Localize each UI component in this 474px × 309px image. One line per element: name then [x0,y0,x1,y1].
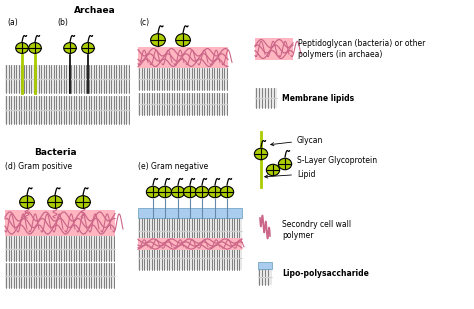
Bar [138,47,228,68]
Bar [5,65,130,93]
Bar [255,88,277,108]
Ellipse shape [176,34,191,46]
Text: Peptidoglycan (bacteria) or other
polymers (in archaea): Peptidoglycan (bacteria) or other polyme… [298,39,425,59]
Ellipse shape [19,196,34,208]
Ellipse shape [209,186,222,198]
Ellipse shape [220,186,234,198]
Bar [5,96,130,124]
Ellipse shape [266,164,280,176]
Ellipse shape [76,196,91,208]
Text: Membrane lipids: Membrane lipids [282,94,354,103]
Text: Bacteria: Bacteria [34,148,76,157]
Ellipse shape [16,43,28,53]
Ellipse shape [29,43,41,53]
Bar [5,236,115,261]
Text: S-Layer Glycoprotein: S-Layer Glycoprotein [281,155,377,165]
Text: Lipid: Lipid [264,170,316,179]
Text: (b): (b) [57,18,68,27]
Ellipse shape [151,34,165,46]
Text: Archaea: Archaea [74,6,116,15]
Ellipse shape [158,186,172,198]
Text: Glycan: Glycan [271,136,323,146]
Text: (d) Gram positive: (d) Gram positive [5,162,72,171]
Bar [258,269,272,285]
Ellipse shape [48,196,63,208]
Ellipse shape [195,186,209,198]
Text: (c): (c) [139,18,149,27]
Text: Lipo-polysaccharide: Lipo-polysaccharide [282,269,369,278]
Bar [138,218,242,243]
Ellipse shape [171,186,185,198]
Text: Secondry cell wall
polymer: Secondry cell wall polymer [282,220,351,240]
Bar [255,38,293,60]
Bar [138,245,242,270]
Bar [5,210,115,236]
Text: (e) Gram negative: (e) Gram negative [138,162,208,171]
Bar [138,93,228,115]
Ellipse shape [82,43,94,53]
Ellipse shape [146,186,160,198]
Ellipse shape [255,148,268,160]
Ellipse shape [278,158,292,170]
Bar [138,238,242,250]
Bar [5,263,115,288]
Bar [258,262,272,269]
Ellipse shape [183,186,197,198]
Text: (a): (a) [7,18,18,27]
Ellipse shape [64,43,76,53]
Bar [138,208,242,218]
Bar [138,68,228,90]
